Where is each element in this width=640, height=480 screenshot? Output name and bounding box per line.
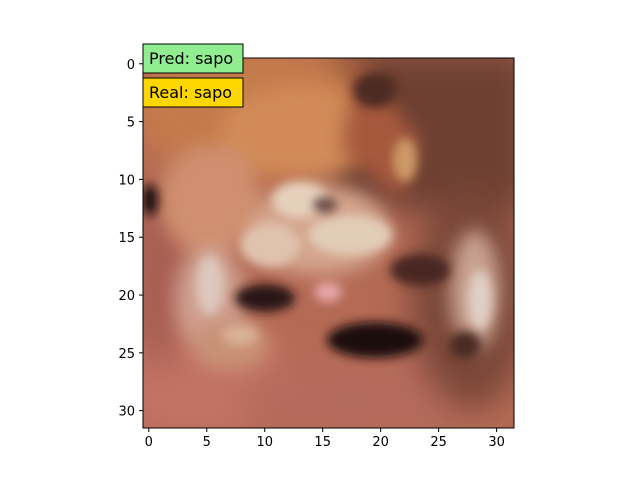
x-tick-label: 15 bbox=[314, 435, 331, 450]
pred-label: Pred: sapo bbox=[149, 49, 233, 68]
pred-box bbox=[142, 43, 244, 74]
pred-annotation: Pred: sapo bbox=[142, 43, 244, 74]
x-tick-label: 20 bbox=[372, 435, 389, 450]
y-axis: 0 5 10 15 20 25 30 bbox=[118, 58, 143, 420]
y-tick-label: 15 bbox=[118, 231, 135, 246]
frog-photo bbox=[143, 58, 514, 428]
y-tick-label: 30 bbox=[118, 405, 135, 420]
real-box bbox=[142, 77, 244, 108]
y-tick-label: 25 bbox=[118, 347, 135, 362]
y-tick-label: 20 bbox=[118, 289, 135, 304]
x-axis: 0 5 10 15 20 25 30 bbox=[145, 428, 505, 450]
x-tick-label: 30 bbox=[488, 435, 505, 450]
axes-frame bbox=[142, 57, 515, 429]
x-tick-label: 5 bbox=[203, 435, 211, 450]
y-tick-label: 0 bbox=[127, 58, 135, 73]
x-tick-label: 0 bbox=[145, 435, 153, 450]
x-tick-label: 10 bbox=[256, 435, 273, 450]
real-label: Real: sapo bbox=[149, 83, 232, 102]
y-tick-label: 5 bbox=[127, 116, 135, 131]
y-tick-label: 10 bbox=[118, 173, 135, 188]
x-tick-label: 25 bbox=[430, 435, 447, 450]
real-annotation: Real: sapo bbox=[142, 77, 244, 108]
